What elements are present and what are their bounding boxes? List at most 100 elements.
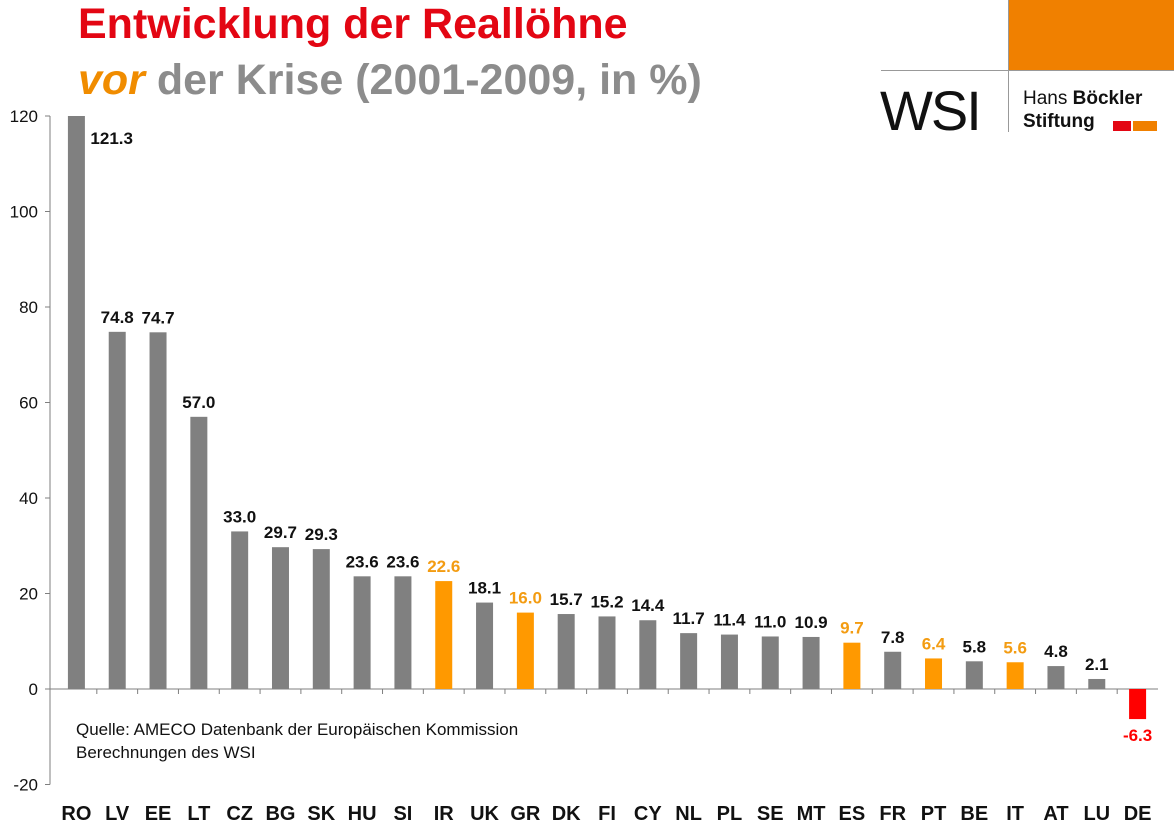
bar-lu	[1088, 678, 1106, 689]
x-tick-label: CY	[634, 803, 662, 825]
x-tick-label: HU	[348, 803, 377, 825]
x-tick-label: SI	[393, 803, 412, 825]
data-label: 74.7	[141, 308, 174, 327]
bar-cy	[639, 620, 657, 689]
data-label: 4.8	[1044, 642, 1068, 661]
data-label: 16.0	[509, 589, 542, 608]
title-rest: der Krise (2001-2009, in %)	[144, 56, 702, 104]
data-label: 29.3	[305, 525, 338, 544]
source-note: Quelle: AMECO Datenbank der Europäischen…	[76, 718, 518, 764]
bar-lv	[108, 331, 126, 689]
bar-sk	[312, 549, 330, 689]
data-label: 11.4	[713, 611, 746, 630]
data-label: 22.6	[427, 557, 460, 576]
chart-title-line2: vor der Krise (2001-2009, in %)	[78, 56, 702, 105]
bar-lt	[190, 416, 208, 689]
logo-divider-vertical	[1008, 0, 1009, 132]
x-tick-label: LU	[1083, 803, 1110, 825]
chart-title-line1: Entwicklung der Reallöhne	[78, 0, 628, 48]
bar-it	[1006, 662, 1024, 689]
bar-uk	[476, 602, 494, 689]
x-tick-label: DE	[1124, 803, 1152, 825]
y-tick-label: 80	[19, 298, 38, 317]
logo-orange-square	[1133, 121, 1157, 131]
x-tick-label: CZ	[226, 803, 253, 825]
data-label: 11.7	[673, 609, 705, 628]
x-tick-label: FI	[598, 803, 616, 825]
x-tick-label: LV	[105, 803, 130, 825]
bar-pt	[925, 658, 943, 689]
bar-nl	[680, 633, 698, 689]
logo-divider-horizontal	[881, 70, 1174, 71]
y-tick-label: 0	[29, 680, 38, 699]
data-label: 14.4	[631, 596, 665, 615]
x-tick-label: LT	[187, 803, 210, 825]
x-tick-label: AT	[1043, 803, 1068, 825]
y-tick-label: 20	[19, 585, 38, 604]
x-tick-label: GR	[510, 803, 541, 825]
data-label: 121.3	[90, 129, 133, 148]
x-tick-label: ES	[839, 803, 866, 825]
data-label: 6.4	[922, 634, 946, 653]
data-label: 10.9	[795, 613, 828, 632]
hbs-logo-line2: Stiftung	[1023, 111, 1095, 132]
hbs-logo-line1: Hans Böckler	[1023, 88, 1142, 110]
data-label: 29.7	[264, 523, 297, 542]
y-tick-label: 100	[10, 203, 38, 222]
x-tick-label: FR	[879, 803, 906, 825]
data-label: 15.7	[550, 590, 583, 609]
x-tick-label: RO	[61, 803, 91, 825]
data-label: 7.8	[881, 628, 905, 647]
y-tick-label: 40	[19, 489, 38, 508]
bar-se	[761, 636, 779, 689]
y-tick-label: 60	[19, 394, 38, 413]
x-tick-label: PT	[921, 803, 947, 825]
bar-pl	[720, 634, 738, 689]
x-tick-label: BE	[960, 803, 988, 825]
bar-fr	[884, 651, 902, 689]
logo-red-square	[1113, 121, 1131, 131]
data-label: 5.8	[963, 637, 987, 656]
bar-dk	[557, 614, 575, 689]
x-tick-label: IR	[434, 803, 455, 825]
source-line2: Berechnungen des WSI	[76, 743, 256, 762]
data-label: 2.1	[1085, 655, 1109, 674]
y-tick-label: 120	[10, 107, 38, 126]
data-label: -6.3	[1123, 726, 1152, 745]
data-label: 9.7	[840, 619, 864, 638]
x-tick-label: SE	[757, 803, 784, 825]
hbs-bold: Böckler	[1072, 88, 1143, 109]
data-label: 11.0	[754, 612, 786, 631]
bar-ir	[435, 581, 453, 689]
x-tick-label: IT	[1006, 803, 1024, 825]
y-tick-label: -20	[13, 776, 38, 795]
bar-de	[1129, 689, 1147, 720]
bar-hu	[353, 576, 371, 689]
data-label: 15.2	[590, 592, 623, 611]
logo-orange-block	[1008, 0, 1174, 71]
bar-ro	[67, 116, 85, 689]
x-tick-label: EE	[145, 803, 172, 825]
title-emphasis: vor	[78, 56, 145, 104]
x-tick-label: DK	[552, 803, 581, 825]
hbs-regular: Hans	[1023, 88, 1073, 109]
bar-cz	[231, 531, 249, 689]
bar-be	[965, 661, 983, 689]
x-tick-label: NL	[675, 803, 702, 825]
x-tick-label: BG	[265, 803, 295, 825]
data-label: 57.0	[182, 393, 215, 412]
x-tick-label: MT	[797, 803, 826, 825]
data-label: 23.6	[386, 552, 419, 571]
source-line1: Quelle: AMECO Datenbank der Europäischen…	[76, 720, 519, 739]
data-label: 74.8	[101, 308, 134, 327]
data-label: 18.1	[468, 579, 501, 598]
data-label: 23.6	[346, 552, 379, 571]
data-label: 33.0	[223, 507, 256, 526]
bar-ee	[149, 332, 167, 689]
bar-gr	[516, 612, 534, 689]
bar-mt	[802, 636, 820, 689]
wsi-logo: WSI	[880, 79, 982, 142]
data-label: 5.6	[1003, 638, 1027, 657]
bar-fi	[598, 616, 616, 689]
